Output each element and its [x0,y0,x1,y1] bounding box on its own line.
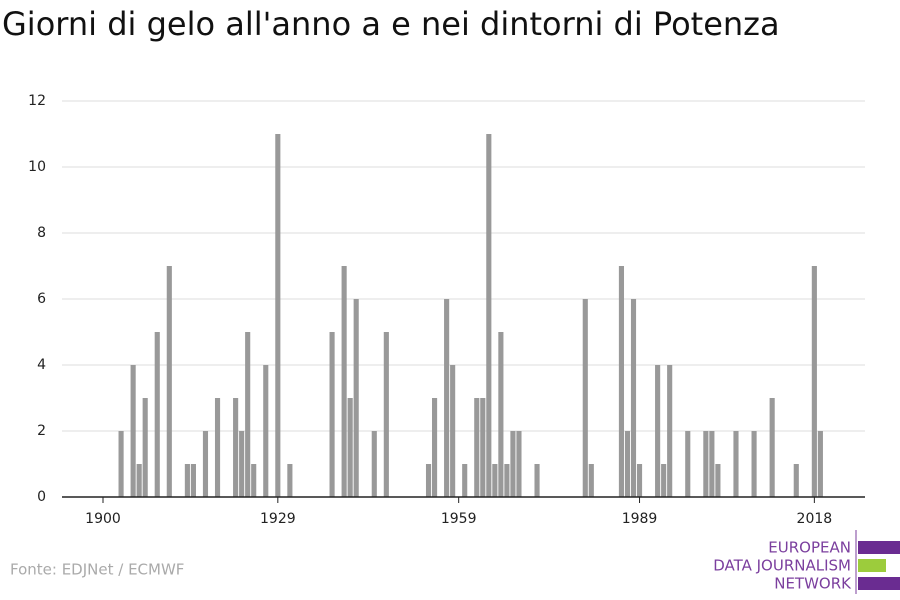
bar [353,299,359,497]
bar [287,464,293,497]
logo-text: NETWORK [774,575,852,593]
logo-text: DATA JOURNALISM [713,557,851,575]
bar [624,431,631,497]
bar [371,431,377,497]
y-tick-label: 10 [28,159,46,175]
logo-bar [858,541,900,554]
bar [667,365,673,497]
bar [184,464,190,497]
bar [793,464,799,497]
bar [245,332,251,497]
logo-text: EUROPEAN [768,539,851,557]
bar [233,398,239,497]
bar [618,266,625,497]
bar [480,398,486,497]
bar [492,464,498,497]
bar [817,431,823,497]
y-tick-label: 0 [37,489,46,505]
bar [462,464,468,497]
bar [142,398,148,497]
bar [516,431,522,497]
bar [341,266,347,497]
bar [444,299,450,497]
bar [510,431,516,497]
x-tick-label: 1959 [441,511,477,527]
chart-title: Giorni di gelo all'anno a e nei dintorni… [2,5,780,43]
bar [154,332,160,497]
y-tick-label: 6 [37,291,46,307]
bar [630,299,637,497]
bar [715,464,721,497]
logo-bar [858,559,886,572]
x-tick-label: 1929 [260,511,296,527]
x-tick-label: 2018 [797,511,833,527]
bar [239,431,245,497]
bar [588,464,594,497]
bar [136,464,142,497]
bar [655,365,661,497]
bar [504,464,510,497]
bar [118,431,124,497]
bar [329,332,335,497]
y-tick-label: 2 [37,423,46,439]
bar [703,431,709,497]
bar [709,431,715,497]
bar [251,464,257,497]
bar [498,332,504,497]
bar [166,266,172,497]
bar [347,398,353,497]
bar [130,365,136,497]
bar [685,431,691,497]
bar [190,464,196,497]
y-tick-label: 12 [28,93,46,109]
bar [733,431,739,497]
x-tick-label: 1900 [85,511,121,527]
y-tick-label: 8 [37,225,46,241]
bar [450,365,456,497]
bar [432,398,438,497]
x-tick-label: 1989 [622,511,658,527]
bar [751,431,757,497]
bar [474,398,480,497]
logo: EUROPEAN DATA JOURNALISM NETWORK [713,530,900,594]
bar [534,464,540,497]
bar [636,464,643,497]
bar [383,332,389,497]
bar [582,299,588,497]
bar [661,464,667,497]
bar [425,464,432,497]
source: Fonte: EDJNet / ECMWF [10,561,184,579]
bar [769,398,775,497]
bar [263,365,269,497]
bar [275,134,281,497]
bar [214,398,221,497]
bar [486,134,492,497]
logo-bar [858,577,900,590]
bar [811,266,817,497]
y-tick-label: 4 [37,357,46,373]
bar [202,431,209,497]
